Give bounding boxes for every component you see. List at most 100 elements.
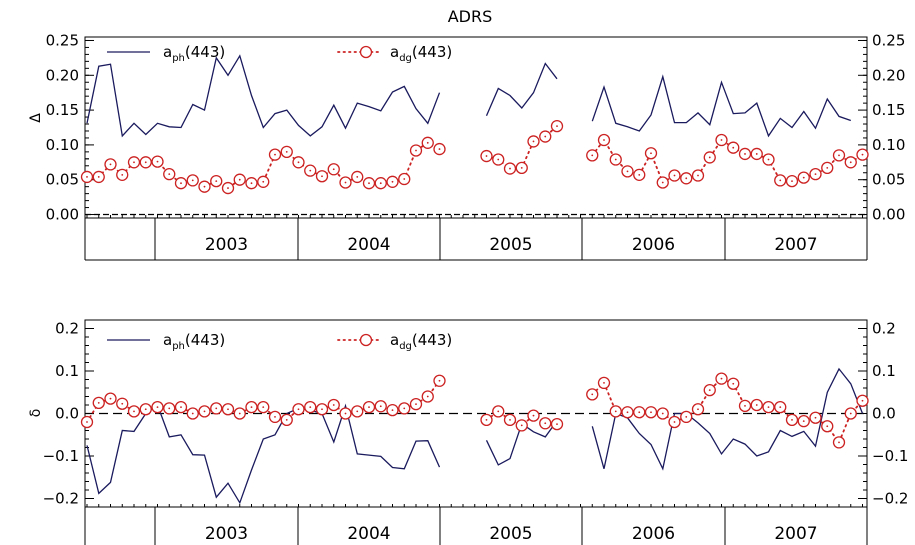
series-adg-marker-dot [156,406,159,409]
y-tick-label-right: 0.1 [872,362,896,380]
series-adg-marker-dot [849,161,852,164]
series-adg-marker-dot [86,176,88,178]
series-adg-marker-dot [520,166,523,169]
series-adg-marker-dot [332,404,335,406]
series-adg-marker-dot [755,404,758,406]
delta-panel: 0.00 0.00 0.05 0.05 0.10 0.10 0.15 0.15 0.20 0.20… [28,31,905,261]
year-label: 2005 [489,235,532,255]
series-adg-marker-dot [391,409,394,411]
series-adg-marker-dot [661,412,664,415]
series-adg-marker-dot [485,155,488,157]
series-adg-marker-dot [697,408,699,411]
series-adg-marker-dot [849,412,852,415]
year-label: 2005 [489,524,532,544]
series-adg-marker-dot [379,405,382,408]
series-adg-marker-dot [215,407,218,410]
series-adg-marker-dot [415,149,417,152]
y-tick-label-right: 0.00 [872,206,905,224]
series-adg-marker-dot [509,418,511,421]
legend-aph-label: aph(443) [163,43,225,64]
series-adg-marker-dot [215,180,218,183]
series-adg-marker-dot [509,167,511,170]
series-adg-marker-dot [203,185,206,188]
year-label: 2004 [347,524,390,544]
series-adg-marker-dot [779,406,782,409]
series-adg-marker-dot [497,158,500,161]
series-adg-marker-dot [556,423,558,426]
series-adg-marker-dot [180,182,182,185]
legend-aph-label: aph(443) [163,331,225,352]
y-tick-label-left: 0.00 [46,206,79,224]
y-tick-label-right: −0.2 [872,490,908,508]
series-adg-marker-dot [121,402,124,405]
relative-delta-panel: −0.2 −0.2 −0.1 −0.1 0.0 0.0 0.1 0.1 0.2 0.2 δ 2003 2… [28,319,908,545]
series-adg-marker-dot [532,140,535,143]
y-tick-label-left: −0.2 [43,490,79,508]
legend-adg-label: adg(443) [390,43,452,64]
series-adg-marker-dot [779,179,782,182]
series-adg-marker-dot [274,153,276,156]
series-adg-marker-dot [133,161,135,164]
series-adg-marker-dot [626,170,629,173]
series-adg-marker-dot [650,411,652,414]
series-adg-marker-dot [767,406,770,409]
series-adg-marker-dot [368,406,370,409]
y-tick-label-right: 0.0 [872,405,896,423]
series-adg-marker-dot [838,154,840,157]
series-adg-marker-dot [638,411,641,414]
series-adg-marker-dot [650,152,652,155]
series-adg-marker-dot [626,411,629,414]
series-adg-marker-dot [321,408,323,411]
series-adg-marker-dot [556,125,558,128]
series-adg-marker-dot [603,139,605,141]
series-adg-marker-dot [250,182,253,185]
series-adg-marker-dot [520,424,523,427]
series-adg-marker-dot [262,180,265,183]
series-adg-marker-dot [673,421,676,423]
series-adg-marker-dot [720,139,723,141]
series-adg-marker-dot [802,176,805,179]
series-adg-marker-dot [203,410,206,413]
series-adg-marker-dot [144,408,147,411]
series-adg-marker-dot [309,169,312,172]
series-adg-marker-dot [426,141,429,144]
y-tick-label-left: 0.25 [46,31,79,49]
series-adg-marker-dot [227,408,229,411]
series-adg-marker-dot [238,412,241,415]
series-adg-marker-dot [791,418,793,421]
series-adg-marker-dot [379,182,382,185]
series-adg-marker-dot [262,406,265,409]
series-adg-marker-dot [838,441,840,444]
series-adg-marker-dot [285,418,288,421]
y-tick-label-right: 0.15 [872,101,905,119]
series-adg-marker-dot [133,410,135,413]
series-adg-marker-dot [238,178,241,181]
y-tick-label-left: 0.05 [46,171,79,189]
series-adg-marker-dot [344,181,347,184]
series-adg-marker-dot [544,135,547,138]
series-adg-marker-dot [403,407,406,410]
series-adg-marker-dot [708,389,711,392]
series-adg-marker-dot [121,173,124,176]
series-adg-marker-dot [532,414,535,417]
series-adg-marker-dot [685,177,688,180]
year-label: 2007 [774,235,817,255]
series-adg-marker-dot [732,146,735,149]
series-adg-marker-dot [814,173,817,176]
series-adg-marker-dot [332,168,335,171]
series-adg-marker-dot [250,406,253,409]
year-label: 2006 [632,524,675,544]
series-adg-marker-dot [614,158,617,161]
series-adg-marker-dot [168,173,171,176]
plot-frame [84,36,868,219]
series-adg-marker-dot [661,181,664,184]
series-adg-marker-dot [97,401,100,404]
y-axis-label: δ [28,409,44,418]
series-adg-marker-dot [697,174,699,177]
series-adg-marker-dot [344,412,347,415]
series-adg-marker-dot [861,399,864,402]
y-tick-label-left: 0.10 [46,136,79,154]
series-adg-marker-dot [438,379,441,382]
series-adg-marker-dot [285,150,288,153]
series-adg-marker-dot [109,397,112,400]
